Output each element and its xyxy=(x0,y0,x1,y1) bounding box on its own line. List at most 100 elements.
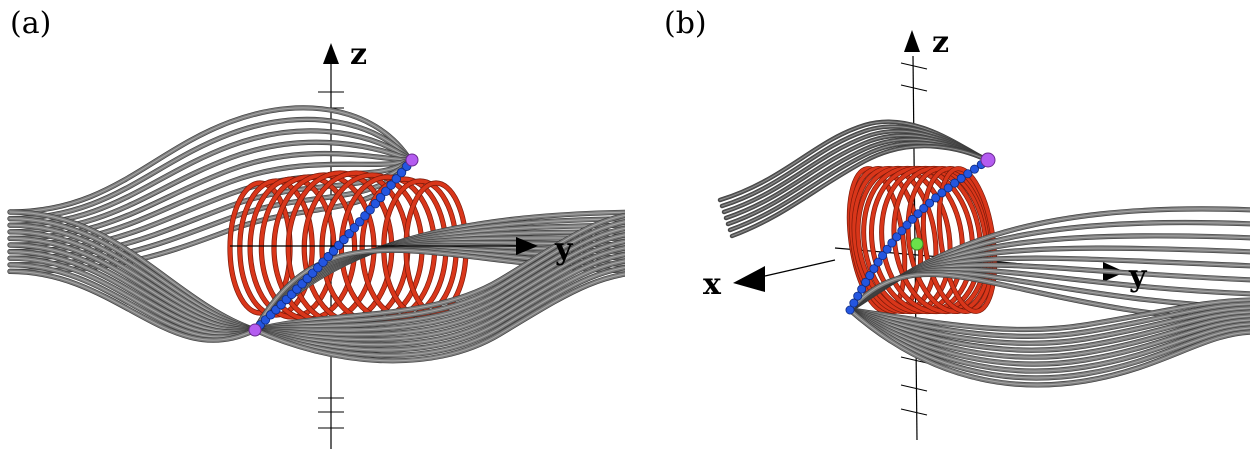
bead xyxy=(902,220,912,230)
y-axis-label-b: y xyxy=(1129,259,1147,294)
bead xyxy=(937,188,947,198)
z-axis-label-b: z xyxy=(932,25,950,60)
bead xyxy=(391,174,402,184)
bead xyxy=(375,192,386,203)
field-line-lower-right xyxy=(848,308,1250,380)
field-line-lower-left xyxy=(8,236,257,333)
field-line-lower-right xyxy=(253,232,625,333)
field-line-upper-left xyxy=(8,128,412,228)
field-line-back xyxy=(730,144,989,238)
field-line-lower-left xyxy=(8,269,257,343)
x-axis-arrow-icon xyxy=(733,266,765,292)
field-line-lower-left-highlight xyxy=(9,237,256,331)
field-line-lower-right xyxy=(253,272,625,363)
field-lines-a xyxy=(7,105,413,343)
field-line-rendering-b xyxy=(717,30,1250,441)
field-line-upper-left xyxy=(8,105,412,214)
endpoint-lower xyxy=(248,323,262,337)
field-line-lower-right xyxy=(253,239,625,337)
field-line-lower-right xyxy=(253,226,625,332)
field-line-lower-right-highlight xyxy=(254,227,625,331)
bead xyxy=(334,240,344,251)
field-line-right xyxy=(848,272,1250,324)
field-line-upper-left-highlight xyxy=(9,130,411,226)
field-line-lower-right xyxy=(848,308,1250,367)
field-line-lower-left-highlight xyxy=(9,244,256,332)
field-line-lower-right xyxy=(253,265,625,358)
endpoint-upper xyxy=(980,152,996,168)
bead xyxy=(956,173,966,183)
field-line-upper-left-highlight xyxy=(9,159,411,246)
bead xyxy=(907,214,917,224)
field-lines-front-b xyxy=(847,206,1250,388)
field-line-lower-right-highlight xyxy=(254,267,625,356)
z-tick xyxy=(900,408,928,416)
field-line-lower-left-highlight xyxy=(9,257,256,335)
field-line-lower-right-highlight xyxy=(849,309,1250,358)
field-line-lower-left-highlight xyxy=(9,264,256,338)
field-line-upper-left xyxy=(8,117,412,221)
bead xyxy=(931,193,941,203)
z-axis-label-a: z xyxy=(350,37,368,72)
panel-a: (a) z y xyxy=(7,6,625,449)
field-line-lower-left-highlight xyxy=(9,224,256,331)
field-line-lower-left xyxy=(8,223,257,332)
bead xyxy=(919,203,929,213)
z-tick xyxy=(900,62,928,70)
field-line-lower-right-highlight xyxy=(254,234,625,331)
y-axis-arrow-icon xyxy=(516,237,538,255)
field-line-lower-right-highlight xyxy=(849,307,1250,344)
panel-label-b: (b) xyxy=(664,6,707,41)
bead xyxy=(365,205,375,215)
field-line-lower-left xyxy=(8,262,257,339)
bead xyxy=(887,238,897,248)
field-line-lower-right-highlight xyxy=(254,221,625,331)
field-line-lower-right xyxy=(848,308,1250,387)
bead xyxy=(861,277,871,287)
field-line-rendering-a xyxy=(7,43,625,449)
bead xyxy=(970,164,980,174)
bead xyxy=(381,186,391,197)
bead xyxy=(878,251,888,261)
field-line-lower-right-highlight xyxy=(254,247,625,341)
bead xyxy=(882,244,892,254)
field-line-lower-right xyxy=(253,258,625,353)
y-axis-label-a: y xyxy=(555,232,573,267)
field-line-lower-right xyxy=(253,213,625,332)
bead-chain-b xyxy=(845,155,993,315)
z-tick xyxy=(900,84,928,92)
panel-b: (b) z y x xyxy=(625,0,1250,449)
bead xyxy=(396,167,407,178)
field-line-lower-left-highlight xyxy=(9,251,256,333)
field-line-upper-left xyxy=(8,158,412,247)
field-line-lower-left xyxy=(8,229,257,332)
current-loops-b xyxy=(846,165,998,315)
field-lines-b xyxy=(717,119,990,239)
z-axis-arrow-icon xyxy=(904,30,920,52)
field-lines-front-a xyxy=(252,209,625,364)
center-marker xyxy=(910,237,924,251)
field-line-upper-left-highlight xyxy=(9,118,411,220)
bead xyxy=(857,284,867,294)
bead xyxy=(865,270,875,280)
field-line-lower-left-highlight xyxy=(9,231,256,331)
field-line-lower-right-highlight xyxy=(254,214,625,331)
field-line-lower-left-highlight xyxy=(9,270,256,341)
field-line-lower-right xyxy=(848,306,1250,346)
field-line-upper-left xyxy=(8,140,412,234)
field-line-lower-right-highlight xyxy=(849,303,1250,337)
field-line-lower-right xyxy=(848,308,1250,360)
bead xyxy=(873,257,883,267)
field-line-lower-right xyxy=(848,298,1250,332)
field-line-right-highlight xyxy=(849,273,1250,323)
field-line-lower-right-highlight xyxy=(849,309,1250,379)
bead xyxy=(344,229,354,239)
field-line-lower-right xyxy=(848,308,1250,374)
bead xyxy=(328,246,339,256)
field-line-lower-right-highlight xyxy=(849,309,1250,365)
bead xyxy=(853,291,863,301)
field-line-lower-left xyxy=(8,256,257,337)
field-line-lower-right-highlight xyxy=(849,309,1250,386)
endpoint-upper xyxy=(405,153,419,167)
field-line-lower-right-highlight xyxy=(849,299,1250,331)
